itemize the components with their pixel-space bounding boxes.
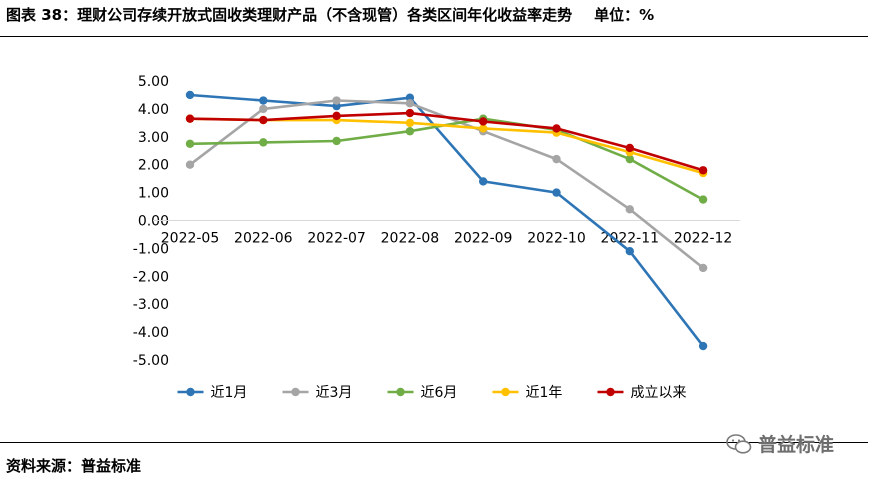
y-tick-label: -4.00 bbox=[133, 325, 169, 341]
source-note: 资料来源：普益标准 bbox=[6, 457, 142, 475]
x-tick-label: 2022-09 bbox=[454, 231, 513, 247]
y-tick-label: 0.00 bbox=[138, 214, 169, 230]
x-tick-label: 2022-12 bbox=[674, 231, 733, 247]
legend: 近1月 近3月 近6月 近1年 成立以来 bbox=[177, 385, 687, 401]
data-point bbox=[698, 263, 708, 273]
x-tick-label: 2022-06 bbox=[234, 231, 293, 247]
line-chart: 5.00 4.00 3.00 2.00 1.00 0.00 -1.00 -2.00 -3.00 -… bbox=[133, 74, 741, 401]
y-tick-label: 3.00 bbox=[138, 130, 169, 146]
bottom-rule bbox=[0, 442, 868, 443]
legend-label: 近3月 bbox=[316, 385, 353, 401]
x-tick-label: 2022-05 bbox=[161, 231, 220, 247]
y-tick-label: 5.00 bbox=[138, 74, 169, 90]
watermark: 普益标准 bbox=[726, 430, 834, 457]
data-point bbox=[185, 90, 195, 100]
data-point bbox=[698, 195, 708, 204]
data-point bbox=[185, 160, 195, 169]
top-rule bbox=[0, 36, 868, 37]
legend-marker bbox=[291, 387, 300, 397]
data-point bbox=[259, 104, 268, 114]
data-point bbox=[332, 136, 341, 146]
x-tick-label: 2022-10 bbox=[527, 231, 586, 247]
legend-marker bbox=[606, 387, 615, 397]
data-point bbox=[625, 205, 634, 214]
data-point bbox=[698, 166, 708, 175]
data-point bbox=[625, 246, 634, 256]
data-point bbox=[259, 96, 268, 105]
legend-marker bbox=[186, 387, 195, 397]
data-point bbox=[479, 124, 488, 133]
data-point bbox=[479, 177, 488, 186]
data-point bbox=[552, 124, 561, 133]
data-point bbox=[405, 108, 415, 118]
data-point bbox=[185, 139, 195, 148]
data-point bbox=[405, 118, 415, 128]
data-point bbox=[332, 96, 341, 105]
data-point bbox=[479, 117, 488, 126]
data-point bbox=[332, 111, 341, 121]
unit-label: 单位：% bbox=[594, 6, 655, 24]
y-tick-label: 2.00 bbox=[138, 158, 169, 174]
y-tick-label: -5.00 bbox=[133, 353, 169, 369]
y-tick-label: 4.00 bbox=[138, 102, 169, 118]
legend-label: 近1月 bbox=[211, 385, 248, 401]
data-point bbox=[625, 154, 634, 164]
series-line bbox=[189, 93, 705, 347]
y-tick-label: -1.00 bbox=[133, 241, 169, 257]
legend-label: 近1年 bbox=[526, 385, 563, 401]
data-point bbox=[259, 115, 268, 125]
figure-title: 图表 38：理财公司存续开放式固收类理财产品（不含现管）各类区间年化收益率走势 单… bbox=[6, 4, 654, 25]
data-point bbox=[552, 154, 561, 164]
data-point bbox=[552, 188, 561, 197]
y-tick-label: -3.00 bbox=[133, 297, 169, 313]
x-axis-ticks: 2022-05 2022-06 2022-07 2022-08 2022-09 2022-… bbox=[161, 231, 733, 247]
legend-marker bbox=[396, 387, 405, 397]
figure-title-text: 图表 38：理财公司存续开放式固收类理财产品（不含现管）各类区间年化收益率走势 bbox=[6, 6, 573, 24]
wechat-icon bbox=[726, 433, 752, 454]
watermark-text: 普益标准 bbox=[758, 434, 835, 456]
data-point bbox=[698, 341, 708, 351]
legend-label: 成立以来 bbox=[631, 385, 687, 401]
data-point bbox=[405, 99, 415, 108]
data-point bbox=[405, 127, 415, 136]
x-tick-label: 2022-11 bbox=[601, 231, 660, 247]
x-tick-label: 2022-07 bbox=[307, 231, 366, 247]
data-point bbox=[625, 143, 634, 153]
legend-label: 近6月 bbox=[421, 385, 458, 401]
data-point bbox=[185, 114, 195, 123]
y-axis-ticks: 5.00 4.00 3.00 2.00 1.00 0.00 -1.00 -2.00 -3.00 -… bbox=[133, 74, 169, 369]
data-point bbox=[259, 138, 268, 147]
x-tick-label: 2022-08 bbox=[381, 231, 440, 247]
series-layer bbox=[185, 90, 708, 351]
legend-marker bbox=[501, 387, 510, 397]
series-line bbox=[189, 111, 704, 172]
y-tick-label: 1.00 bbox=[138, 186, 169, 202]
y-tick-label: -2.00 bbox=[133, 269, 169, 285]
